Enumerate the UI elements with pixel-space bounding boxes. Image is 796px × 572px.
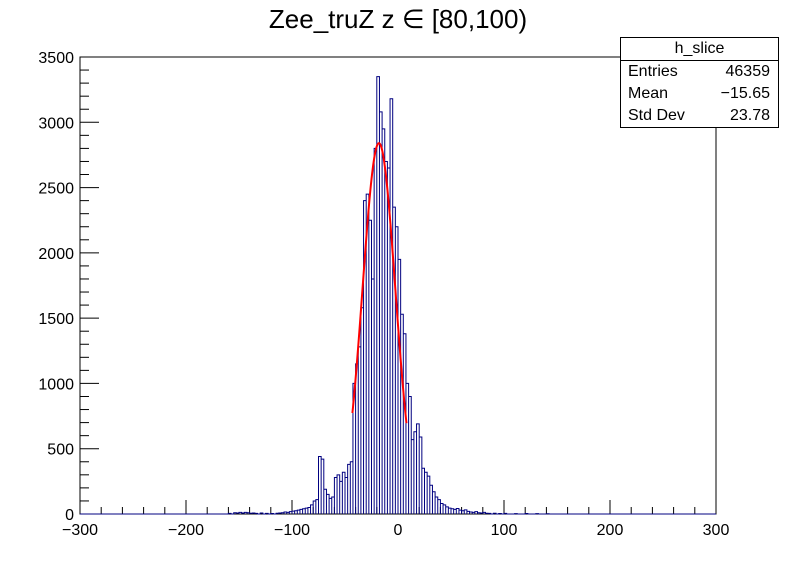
y-tick-label: 1500 (38, 311, 74, 328)
y-tick-label: 1000 (38, 376, 74, 393)
stats-row-mean: Mean −15.65 (621, 83, 778, 105)
chart-title: Zee_truZ z ∈ [80,100) (268, 4, 528, 34)
stats-value-stddev: 23.78 (729, 107, 770, 124)
y-tick-label: 2000 (38, 246, 74, 263)
y-tick-label: 0 (65, 507, 74, 524)
y-tick-label: 3500 (38, 50, 74, 67)
y-tick-label: 3000 (38, 115, 74, 132)
stats-row-stddev: Std Dev 23.78 (621, 105, 778, 127)
x-tick-label: −300 (62, 522, 98, 539)
x-tick-label: −100 (274, 522, 310, 539)
stats-row-entries: Entries 46359 (621, 61, 778, 83)
x-tick-label: 0 (394, 522, 403, 539)
stats-box-name: h_slice (621, 38, 778, 61)
y-tick-label: 500 (47, 442, 74, 459)
y-tick-label: 2500 (38, 181, 74, 198)
stats-label-entries: Entries (628, 63, 678, 80)
x-tick-label: 300 (703, 522, 730, 539)
x-tick-label: 200 (597, 522, 624, 539)
histogram-series (80, 76, 716, 515)
stats-value-mean: −15.65 (720, 85, 770, 102)
gaussian-fit-curve (351, 142, 408, 424)
stats-value-entries: 46359 (725, 63, 771, 80)
stats-label-mean: Mean (628, 85, 669, 102)
x-tick-label: −200 (168, 522, 204, 539)
stats-label-stddev: Std Dev (628, 107, 685, 124)
x-tick-label: 100 (491, 522, 518, 539)
stats-box: h_slice Entries 46359 Mean −15.65 Std De… (620, 37, 779, 128)
